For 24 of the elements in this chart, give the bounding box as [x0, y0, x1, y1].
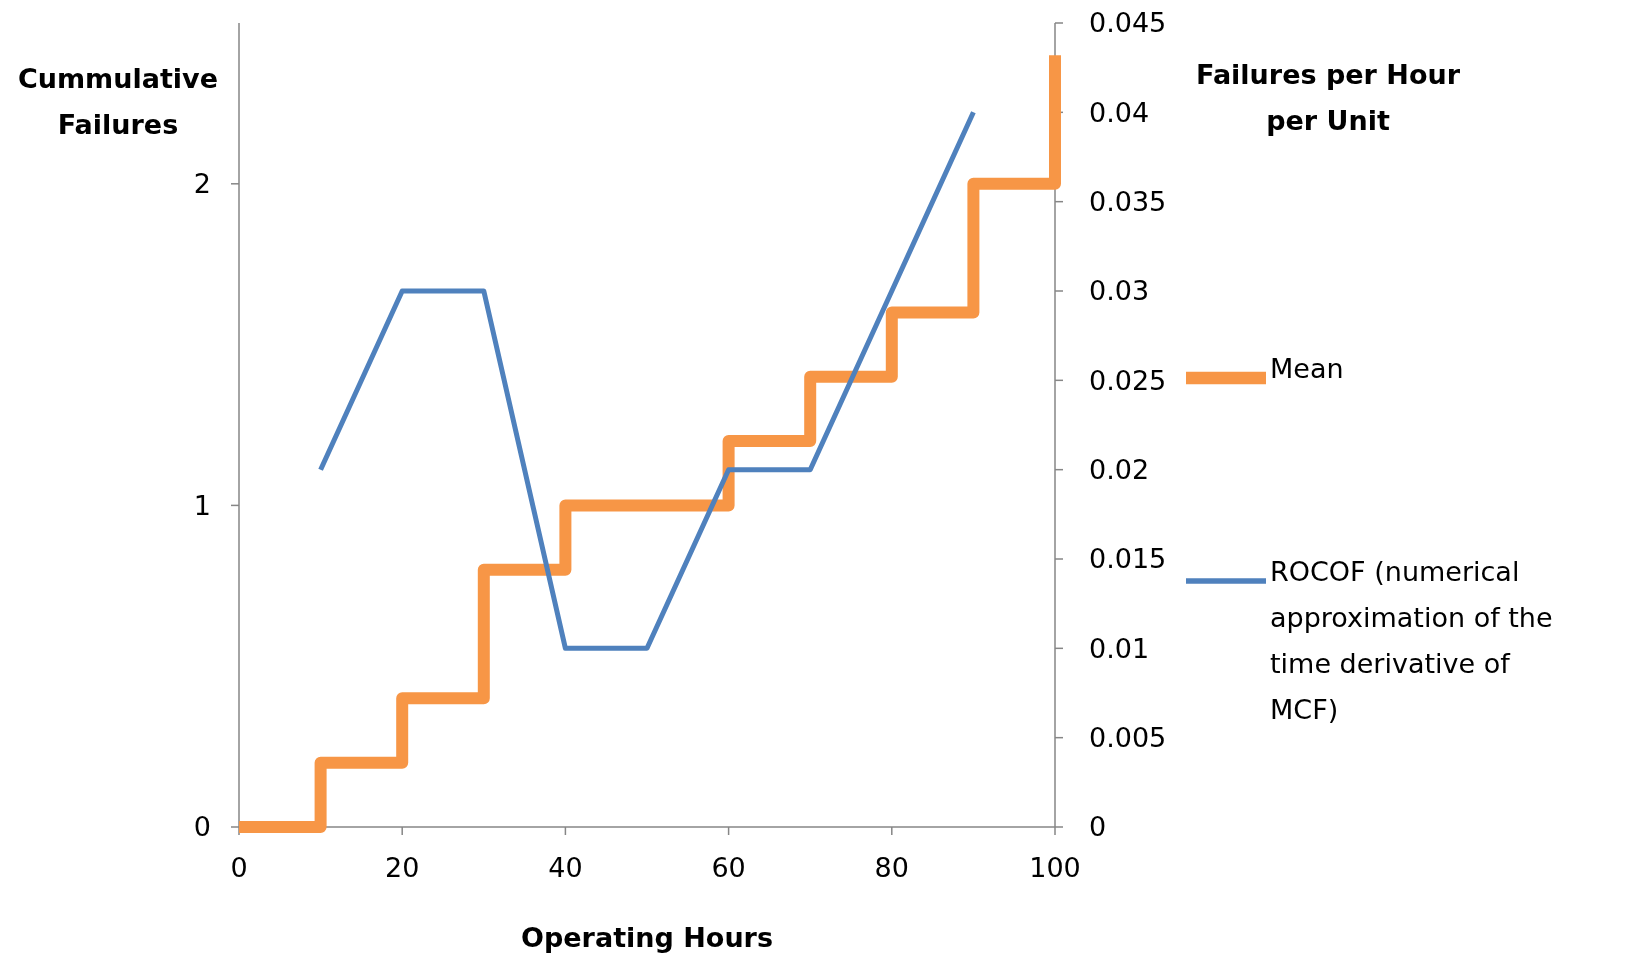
- x-tick-label: 60: [711, 852, 746, 883]
- x-tick-label: 80: [874, 852, 909, 883]
- y-tick-label: 0: [193, 811, 211, 843]
- legend-label: ROCOF (numerical approximation of the time derivative of MCF): [1270, 556, 1553, 725]
- y2-tick-label: 0.04: [1089, 96, 1150, 128]
- y-axis-title: Cummulative Failures: [17, 63, 219, 140]
- y2-tick-label: 0.005: [1089, 722, 1167, 754]
- x-tick-label: 20: [385, 852, 420, 883]
- y-tick-label: 1: [193, 489, 211, 521]
- y2-tick-label: 0.035: [1089, 186, 1167, 218]
- y2-tick-label: 0.01: [1089, 632, 1150, 664]
- x-tick-label: 100: [1029, 852, 1081, 883]
- legend-label: Mean: [1270, 353, 1344, 384]
- y2-tick-label: 0.025: [1089, 364, 1167, 396]
- y-tick-label: 2: [193, 168, 211, 200]
- y2-tick-label: 0.045: [1089, 7, 1167, 39]
- x-axis-title: Operating Hours: [521, 922, 773, 953]
- y2-tick-label: 0.015: [1089, 543, 1167, 575]
- y2-tick-label: 0: [1089, 811, 1107, 843]
- x-tick-label: 40: [548, 852, 583, 883]
- y2-axis-title: Failures per Hour per Unit: [1196, 59, 1461, 136]
- y2-tick-label: 0.03: [1089, 275, 1150, 307]
- y2-tick-label: 0.02: [1089, 454, 1150, 486]
- x-tick-label: 0: [230, 852, 248, 883]
